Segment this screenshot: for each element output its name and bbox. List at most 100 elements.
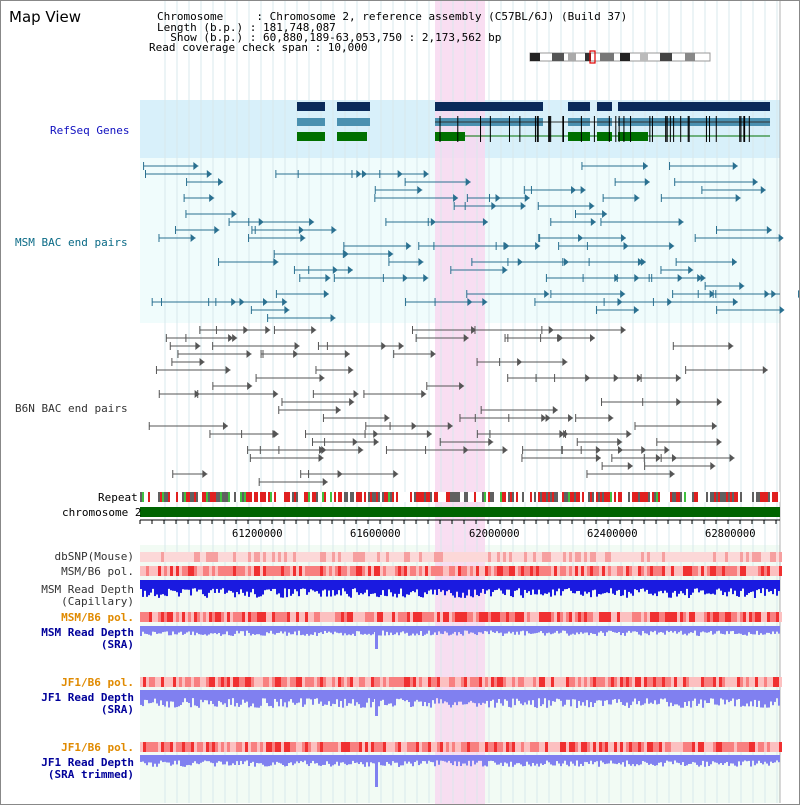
- polymorphism-cell: [701, 742, 704, 752]
- repeat-segment: [296, 492, 298, 502]
- read-depth-bar: [408, 690, 410, 703]
- msm-bac-pair: [388, 250, 394, 258]
- gene-transcript: [297, 118, 325, 126]
- polymorphism-cell: [350, 742, 353, 752]
- repeat-segment: [174, 492, 176, 502]
- read-depth-bar: [350, 626, 352, 636]
- polymorphism-cell: [743, 677, 746, 687]
- polymorphism-cell: [749, 552, 752, 562]
- polymorphism-cell: [500, 552, 503, 562]
- read-depth-bar: [578, 580, 580, 591]
- polymorphism-cell: [467, 742, 470, 752]
- polymorphism-cell: [458, 566, 461, 576]
- polymorphism-cell: [746, 552, 749, 562]
- gene-cds: [297, 132, 325, 141]
- ideogram-band: [620, 53, 630, 61]
- read-depth-bar: [610, 626, 612, 631]
- polymorphism-cell: [524, 566, 527, 576]
- polymorphism-cell: [155, 566, 158, 576]
- read-depth-bar: [566, 580, 568, 590]
- polymorphism-cell: [434, 552, 437, 562]
- polymorphism-cell: [350, 612, 353, 622]
- repeat-segment: [336, 492, 338, 502]
- read-depth-bar: [698, 626, 700, 636]
- read-depth-bar: [606, 755, 608, 764]
- repeat-segment: [482, 492, 484, 502]
- polymorphism-cell: [572, 612, 575, 622]
- polymorphism-cell: [551, 742, 554, 752]
- polymorphism-cell: [314, 566, 317, 576]
- read-depth-bar: [556, 626, 558, 631]
- b6n-bac-pair: [202, 470, 208, 478]
- polymorphism-cell: [410, 612, 413, 622]
- msm-bac-pair: [343, 250, 349, 258]
- polymorphism-cell: [428, 742, 431, 752]
- polymorphism-cell: [578, 612, 581, 622]
- read-depth-bar: [536, 626, 538, 633]
- repeat-segment: [606, 492, 608, 502]
- repeat-segment: [758, 492, 760, 502]
- read-depth-bar: [494, 580, 496, 591]
- polymorphism-cell: [323, 566, 326, 576]
- repeat-segment: [328, 492, 330, 502]
- read-depth-bar: [398, 580, 400, 594]
- polymorphism-cell: [659, 677, 662, 687]
- polymorphism-cell: [719, 566, 722, 576]
- read-depth-bar: [280, 580, 282, 598]
- read-depth-bar: [232, 580, 234, 593]
- polymorphism-cell: [410, 566, 413, 576]
- read-depth-bar: [340, 626, 342, 633]
- read-depth-bar: [280, 626, 282, 632]
- polymorphism-cell: [536, 566, 539, 576]
- polymorphism-cell: [245, 677, 248, 687]
- read-depth-bar: [666, 690, 668, 702]
- polymorphism-cell: [767, 566, 770, 576]
- msm-bac-pair: [779, 306, 785, 314]
- polymorphism-cell: [650, 677, 653, 687]
- repeat-segment: [748, 492, 750, 502]
- gene-block: [297, 102, 325, 111]
- polymorphism-cell: [689, 552, 692, 562]
- read-depth-bar: [362, 755, 364, 765]
- polymorphism-cell: [494, 566, 497, 576]
- read-depth-bar: [672, 626, 674, 633]
- read-depth-bar: [396, 755, 398, 763]
- read-depth-bar: [768, 580, 770, 592]
- read-depth-bar: [738, 690, 740, 699]
- polymorphism-cell: [437, 612, 440, 622]
- read-depth-bar: [224, 580, 226, 594]
- read-depth-bar: [590, 755, 592, 761]
- read-depth-bar: [326, 755, 328, 762]
- polymorphism-cell: [605, 566, 608, 576]
- polymorphism-cell: [191, 566, 194, 576]
- read-depth-bar: [290, 755, 292, 763]
- msm-bac-pair: [418, 258, 424, 266]
- read-depth-bar: [726, 755, 728, 762]
- polymorphism-cell: [563, 612, 566, 622]
- read-depth-bar: [164, 580, 166, 596]
- polymorphism-cell: [704, 742, 707, 752]
- read-depth-bar: [688, 626, 690, 634]
- read-depth-bar: [478, 690, 480, 704]
- read-depth-bar: [694, 626, 696, 631]
- read-depth-bar: [612, 690, 614, 700]
- read-depth-bar: [760, 580, 762, 594]
- polymorphism-cell: [380, 552, 383, 562]
- polymorphism-cell: [644, 612, 647, 622]
- read-depth-bar: [638, 755, 640, 766]
- polymorphism-cell: [215, 742, 218, 752]
- read-depth-bar: [222, 690, 224, 705]
- polymorphism-cell: [596, 612, 599, 622]
- b6n-bac-pair: [195, 342, 201, 350]
- polymorphism-cell: [302, 677, 305, 687]
- repeat-segment: [522, 492, 524, 502]
- repeat-segment: [458, 492, 460, 502]
- read-depth-bar: [624, 755, 626, 767]
- repeat-segment: [366, 492, 368, 502]
- repeat-segment: [214, 492, 216, 502]
- read-depth-bar: [578, 626, 580, 635]
- msm-bac-pair: [502, 266, 508, 274]
- read-depth-bar: [580, 690, 582, 706]
- polymorphism-cell: [452, 552, 455, 562]
- polymorphism-cell: [143, 552, 146, 562]
